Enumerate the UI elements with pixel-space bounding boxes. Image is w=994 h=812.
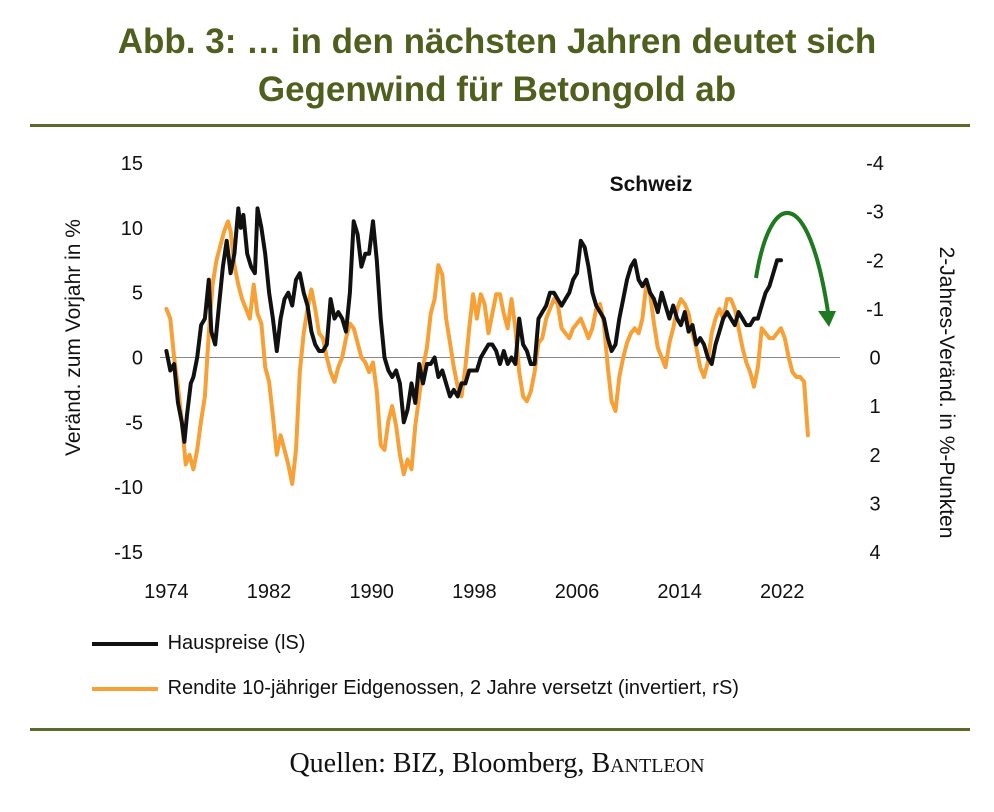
series-line-hauspreise: [164, 206, 783, 444]
legend-swatch-black: [92, 641, 158, 646]
x-tick-label: 2006: [555, 581, 600, 603]
bottom-divider: [30, 728, 970, 731]
y-right-tick-label: -4: [866, 153, 884, 175]
y-left-tick-label: -15: [114, 542, 143, 564]
x-tick-label: 1990: [349, 581, 394, 603]
x-tick-label: 2014: [657, 581, 702, 603]
y-left-tick-label: -5: [125, 412, 143, 434]
legend-label-rendite: Rendite 10-jähriger Eidgenossen, 2 Jahre…: [167, 677, 739, 699]
legend-item-hauspreise: Hauspreise (lS): [92, 632, 305, 655]
y-left-tick-label: 10: [121, 218, 143, 240]
source-note: Quellen: BIZ, Bloomberg, Bantleon: [0, 748, 994, 780]
y-right-tick-label: -3: [866, 202, 884, 224]
legend-label-hauspreise: Hauspreise (lS): [167, 632, 306, 654]
source-prefix: Quellen: BIZ, Bloomberg,: [289, 748, 592, 779]
y-left-tick-label: 0: [132, 348, 143, 370]
x-tick-label: 1998: [452, 581, 497, 603]
y-right-tick-label: -1: [866, 299, 884, 321]
title-line-1: Abb. 3: … in den nächsten Jahren deutet …: [117, 22, 877, 61]
title-line-2: Gegenwind für Betongold ab: [257, 70, 737, 109]
x-tick-label: 1974: [144, 581, 189, 603]
x-tick-label: 1982: [247, 581, 292, 603]
y-right-tick-label: 2: [869, 445, 880, 467]
x-tick-label: 2022: [760, 581, 805, 603]
y-right-tick-label: 4: [869, 542, 880, 564]
annotation-schweiz: Schweiz: [610, 173, 693, 196]
forecast-arrow-head: [818, 311, 836, 327]
y-right-tick-label: -2: [866, 250, 884, 272]
legend-item-rendite: Rendite 10-jähriger Eidgenossen, 2 Jahre…: [92, 677, 739, 700]
chart-title: Abb. 3: … in den nächsten Jahren deutet …: [0, 18, 994, 114]
y-left-axis-title: Veränd. zum Vorjahr in %: [62, 219, 85, 456]
y-right-tick-label: 3: [869, 493, 880, 515]
y-left-tick-label: 5: [132, 283, 143, 305]
y-right-tick-label: 1: [869, 396, 880, 418]
legend-swatch-orange: [92, 686, 158, 691]
top-divider: [30, 124, 970, 127]
forecast-arrow-curve: [754, 211, 830, 313]
y-right-axis-title: 2-Jahres-Veränd. in %-Punkten: [935, 247, 958, 539]
source-brand: Bantleon: [591, 748, 705, 779]
y-left-tick-label: -10: [114, 477, 143, 499]
y-left-tick-label: 15: [121, 153, 143, 175]
series-line-rendite: [164, 219, 810, 486]
y-right-tick-label: 0: [869, 348, 880, 370]
